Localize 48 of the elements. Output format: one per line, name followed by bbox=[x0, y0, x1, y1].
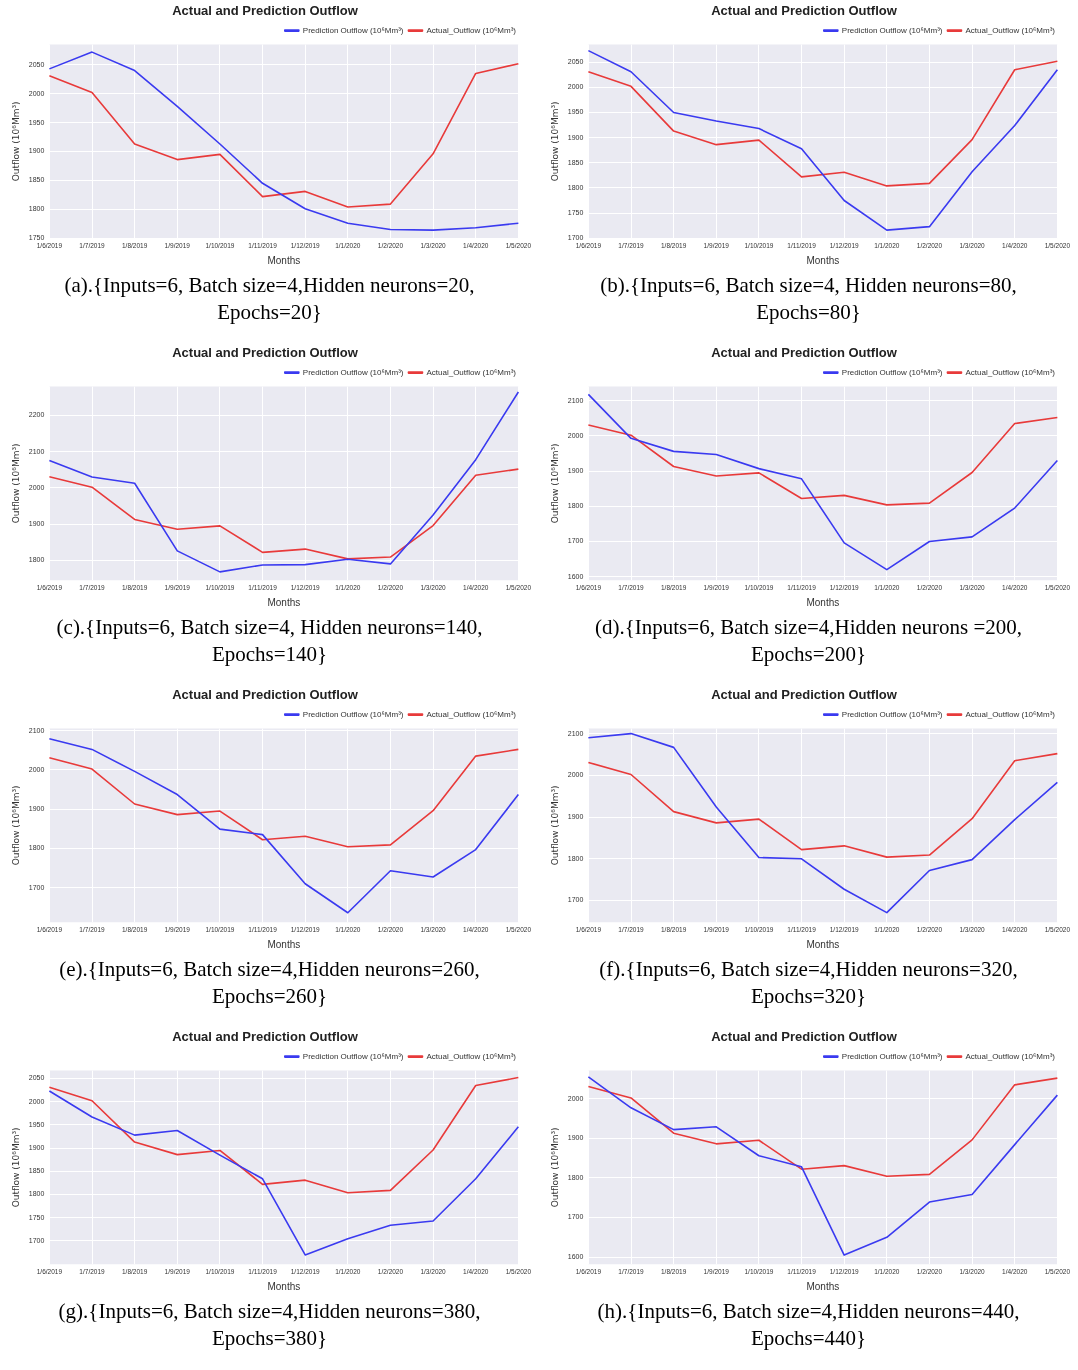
x-axis-title: Months bbox=[266, 596, 300, 608]
legend-label: Prediction Outflow (10⁶Mm³) bbox=[841, 1051, 943, 1061]
legend-label: Actual_Outflow (10⁶Mm³) bbox=[425, 1051, 516, 1061]
text: (g).{Inputs=6, Batch size=4,Hidden neurons=380, Epochs=380} bbox=[57, 1298, 482, 1352]
x-axis-title: Months bbox=[805, 938, 839, 950]
y-axis-title: Outflow (10⁶Mm³) bbox=[10, 1127, 21, 1208]
legend-label: Prediction Outflow (10⁶Mm³) bbox=[302, 25, 404, 35]
text: (c).{Inputs=6, Batch size=4, Hidden neurons=140, Epochs=140} bbox=[55, 614, 484, 668]
y-axis-title: Outflow (10⁶Mm³) bbox=[10, 101, 21, 182]
text: (e).{Inputs=6, Batch size=4,Hidden neurons=260, Epochs=260} bbox=[58, 956, 481, 1010]
legend-label: Actual_Outflow (10⁶Mm³) bbox=[964, 709, 1055, 719]
chart-title: Actual and Prediction Outflow bbox=[710, 687, 898, 703]
x-axis-title: Months bbox=[805, 596, 839, 608]
chart-title: Actual and Prediction Outflow bbox=[171, 1029, 359, 1045]
x-axis-title: Months bbox=[266, 254, 300, 266]
chart-title: Actual and Prediction Outflow bbox=[171, 345, 359, 361]
legend-label: Actual_Outflow (10⁶Mm³) bbox=[964, 367, 1055, 377]
legend-label: Actual_Outflow (10⁶Mm³) bbox=[425, 25, 516, 35]
legend-label: Prediction Outflow (10⁶Mm³) bbox=[841, 367, 943, 377]
chart-title: Actual and Prediction Outflow bbox=[171, 687, 359, 703]
chart-title: Actual and Prediction Outflow bbox=[710, 345, 898, 361]
legend-label: Actual_Outflow (10⁶Mm³) bbox=[425, 367, 516, 377]
chart-title: Actual and Prediction Outflow bbox=[710, 3, 898, 19]
legend-label: Actual_Outflow (10⁶Mm³) bbox=[964, 1051, 1055, 1061]
y-axis-title: Outflow (10⁶Mm³) bbox=[549, 785, 560, 866]
text: (a).{Inputs=6, Batch size=4,Hidden neurons=20, Epochs=20} bbox=[63, 272, 476, 326]
legend-label: Prediction Outflow (10⁶Mm³) bbox=[302, 367, 404, 377]
legend-label: Actual_Outflow (10⁶Mm³) bbox=[425, 709, 516, 719]
y-axis-title: Outflow (10⁶Mm³) bbox=[549, 101, 560, 182]
y-axis-title: Outflow (10⁶Mm³) bbox=[549, 1127, 560, 1208]
text: (d).{Inputs=6, Batch size=4,Hidden neurons =200, Epochs=200} bbox=[593, 614, 1023, 668]
legend-label: Prediction Outflow (10⁶Mm³) bbox=[841, 25, 943, 35]
y-axis-title: Outflow (10⁶Mm³) bbox=[10, 785, 21, 866]
x-axis-title: Months bbox=[805, 1280, 839, 1292]
x-axis-title: Months bbox=[266, 1280, 300, 1292]
x-axis-title: Months bbox=[805, 254, 839, 266]
legend-label: Actual_Outflow (10⁶Mm³) bbox=[964, 25, 1055, 35]
y-axis-title: Outflow (10⁶Mm³) bbox=[549, 443, 560, 524]
legend-label: Prediction Outflow (10⁶Mm³) bbox=[302, 1051, 404, 1061]
text: (b).{Inputs=6, Batch size=4, Hidden neurons=80, Epochs=80} bbox=[599, 272, 1018, 326]
legend-label: Prediction Outflow (10⁶Mm³) bbox=[841, 709, 943, 719]
chart-title: Actual and Prediction Outflow bbox=[171, 3, 359, 19]
y-axis-title: Outflow (10⁶Mm³) bbox=[10, 443, 21, 524]
x-axis-title: Months bbox=[266, 938, 300, 950]
legend-label: Prediction Outflow (10⁶Mm³) bbox=[302, 709, 404, 719]
text: (h).{Inputs=6, Batch size=4,Hidden neurons=440, Epochs=440} bbox=[596, 1298, 1021, 1352]
text: (f).{Inputs=6, Batch size=4,Hidden neurons=320, Epochs=320} bbox=[598, 956, 1019, 1010]
chart-title: Actual and Prediction Outflow bbox=[710, 1029, 898, 1045]
